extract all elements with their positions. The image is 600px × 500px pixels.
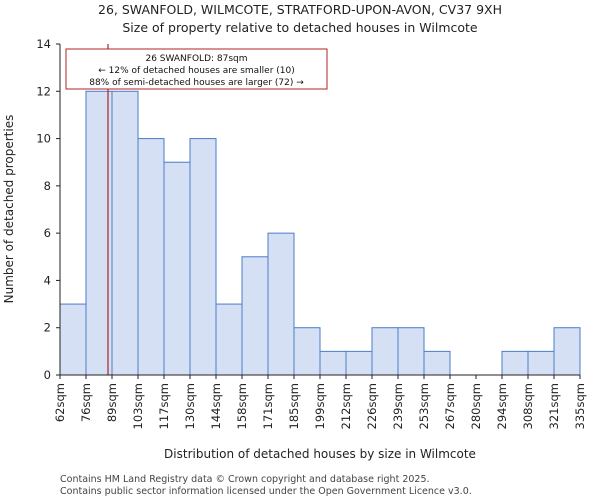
bar-185sqm [293, 327, 321, 376]
x-tick-label-239sqm: 239sqm [391, 383, 405, 429]
x-tick-label-117sqm: 117sqm [157, 383, 171, 429]
x-tick-label-144sqm: 144sqm [209, 383, 223, 429]
bar-253sqm [423, 350, 451, 376]
property-annotation: 26 SWANFOLD: 87sqm ← 12% of detached hou… [65, 48, 328, 90]
bar-294sqm [501, 350, 529, 376]
bar-89sqm [111, 90, 139, 376]
x-tick-label-130sqm: 130sqm [183, 383, 197, 429]
y-tick-label-12: 12 [36, 84, 51, 98]
x-axis-label: Distribution of detached houses by size … [164, 447, 476, 461]
y-tick-label-10: 10 [36, 132, 51, 146]
bar-239sqm [397, 327, 425, 376]
bar-321sqm [553, 327, 581, 376]
x-tick-label-185sqm: 185sqm [287, 383, 301, 429]
ticks-layer: 0 2 4 6 8 10 12 14 62sqm 76sqm 89sqm 103sqm 117sqm 13… [36, 37, 587, 429]
annotation-line2: ← 12% of detached houses are smaller (10… [98, 66, 295, 76]
x-tick-label-103sqm: 103sqm [131, 383, 145, 429]
bar-117sqm [163, 161, 191, 376]
bar-226sqm [371, 327, 399, 376]
x-tick-label-226sqm: 226sqm [365, 383, 379, 429]
bar-144sqm [215, 303, 243, 376]
x-tick-label-199sqm: 199sqm [313, 383, 327, 429]
y-tick-label-8: 8 [44, 179, 51, 193]
x-tick-label-158sqm: 158sqm [235, 383, 249, 429]
bar-171sqm [267, 232, 295, 376]
x-tick-label-308sqm: 308sqm [521, 383, 535, 429]
footer-line1: Contains HM Land Registry data © Crown c… [60, 474, 430, 485]
y-tick-label-6: 6 [44, 226, 51, 240]
chart-title-line1: 26, SWANFOLD, WILMCOTE, STRATFORD-UPON-A… [98, 2, 502, 17]
bar-212sqm [345, 350, 373, 376]
chart-title-line2: Size of property relative to detached ho… [122, 20, 478, 35]
x-tick-label-89sqm: 89sqm [105, 383, 119, 422]
x-tick-label-335sqm: 335sqm [573, 383, 587, 429]
y-tick-label-4: 4 [44, 273, 51, 287]
x-tick-label-212sqm: 212sqm [339, 383, 353, 429]
x-tick-label-267sqm: 267sqm [443, 383, 457, 429]
annotation-line3: 88% of semi-detached houses are larger (… [89, 78, 304, 88]
y-axis-label: Number of detached properties [2, 115, 16, 304]
bar-199sqm [319, 350, 347, 376]
x-tick-label-171sqm: 171sqm [261, 383, 275, 429]
bar-62sqm [59, 303, 87, 376]
x-tick-label-62sqm: 62sqm [53, 383, 67, 422]
bar-130sqm [189, 138, 217, 376]
x-tick-label-294sqm: 294sqm [495, 383, 509, 429]
x-tick-label-280sqm: 280sqm [469, 383, 483, 429]
annotation-box [65, 48, 328, 90]
y-tick-label-14: 14 [36, 37, 51, 51]
bar-103sqm [137, 138, 165, 376]
bar-308sqm [527, 350, 555, 376]
x-tick-label-321sqm: 321sqm [547, 383, 561, 429]
bar-158sqm [241, 256, 269, 376]
bars-layer [59, 90, 581, 376]
annotation-line1: 26 SWANFOLD: 87sqm [145, 54, 247, 64]
x-tick-label-253sqm: 253sqm [417, 383, 431, 429]
footer-line2: Contains public sector information licen… [60, 486, 472, 497]
y-tick-label-0: 0 [44, 368, 51, 382]
y-tick-label-2: 2 [44, 321, 51, 335]
x-tick-label-76sqm: 76sqm [79, 383, 93, 422]
